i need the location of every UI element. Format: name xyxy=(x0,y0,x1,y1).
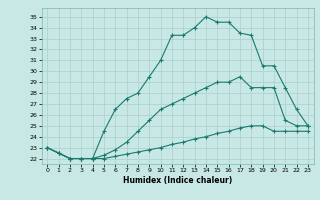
X-axis label: Humidex (Indice chaleur): Humidex (Indice chaleur) xyxy=(123,176,232,185)
